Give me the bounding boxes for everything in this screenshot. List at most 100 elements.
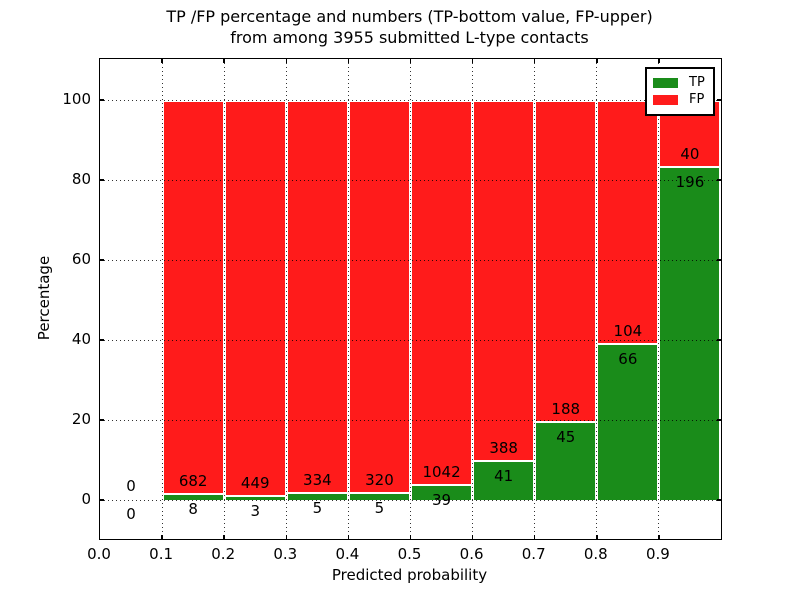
tick-mark bbox=[285, 59, 288, 63]
legend-fp-swatch-icon bbox=[653, 94, 678, 105]
bar-label-fp: 334 bbox=[303, 471, 332, 490]
gridline-y bbox=[100, 99, 721, 101]
bar-label-fp: 682 bbox=[178, 472, 208, 491]
gridline-x bbox=[658, 59, 660, 539]
gridline-y bbox=[100, 259, 721, 261]
tick-mark bbox=[717, 339, 721, 341]
bar-segment-fp bbox=[225, 102, 285, 496]
x-axis-label: Predicted probability bbox=[331, 566, 488, 584]
bar-label-fp: 1042 bbox=[422, 462, 461, 481]
bar-label-tp: 39 bbox=[432, 490, 452, 509]
bar-label-fp: 449 bbox=[240, 474, 270, 493]
bar-label-fp: 0 bbox=[126, 477, 136, 495]
legend-item-fp: FP bbox=[653, 91, 707, 108]
bar-segment-fp bbox=[474, 102, 534, 460]
legend-tp-swatch-icon bbox=[653, 77, 678, 88]
tick-mark bbox=[658, 535, 660, 539]
bar-segment-tp bbox=[287, 494, 347, 500]
bar-segment-fp bbox=[598, 102, 658, 343]
x-tick-label: 0.0 bbox=[87, 545, 111, 563]
tick-mark bbox=[717, 259, 721, 261]
tick-mark bbox=[100, 419, 104, 421]
y-tick-label: 80 bbox=[71, 170, 91, 188]
gridline-y bbox=[100, 499, 721, 501]
chart-title-line2: from among 3955 submitted L-type contact… bbox=[230, 28, 589, 47]
bar-segment-fp bbox=[287, 102, 347, 493]
bar-segment-fp bbox=[536, 102, 596, 421]
tick-mark bbox=[533, 59, 536, 63]
bar-segment-tp bbox=[163, 495, 223, 500]
bar-segment-fp bbox=[349, 102, 409, 492]
bar-label-tp: 66 bbox=[618, 349, 638, 368]
bar-label-fp: 40 bbox=[680, 144, 700, 163]
bar-label-tp: 3 bbox=[250, 502, 261, 521]
tick-mark bbox=[717, 499, 721, 501]
tick-mark bbox=[347, 59, 350, 63]
gridline-y bbox=[100, 179, 721, 181]
tick-mark bbox=[161, 59, 163, 63]
legend-item-tp: TP bbox=[653, 74, 707, 91]
tick-mark bbox=[471, 535, 474, 539]
tick-mark bbox=[223, 59, 225, 63]
y-tick-label: 0 bbox=[81, 490, 91, 508]
x-tick-label: 0.5 bbox=[397, 545, 422, 563]
tick-mark bbox=[285, 535, 288, 539]
tick-mark bbox=[717, 419, 721, 421]
tick-mark bbox=[100, 179, 104, 181]
tick-mark bbox=[100, 99, 104, 101]
x-tick-label: 0.9 bbox=[645, 545, 670, 563]
x-tick-label: 0.2 bbox=[211, 545, 236, 563]
bar-segment-tp bbox=[598, 344, 658, 500]
legend: TP FP bbox=[645, 67, 715, 116]
y-tick-label: 60 bbox=[71, 250, 91, 268]
legend-fp-label: FP bbox=[689, 92, 705, 107]
bar-segment-fp bbox=[412, 102, 472, 484]
gridline-x bbox=[223, 59, 225, 539]
bar-segment-fp bbox=[163, 102, 223, 494]
bar-label-tp: 41 bbox=[494, 466, 514, 485]
bar-segment-tp bbox=[349, 493, 409, 500]
tick-mark bbox=[596, 535, 598, 539]
tick-mark bbox=[409, 59, 412, 63]
gridline-y bbox=[100, 339, 721, 341]
chart-title-line1: TP /FP percentage and numbers (TP-bottom… bbox=[166, 7, 653, 26]
gridline-y bbox=[100, 419, 721, 421]
x-tick-label: 0.8 bbox=[583, 545, 608, 563]
x-tick-label: 0.1 bbox=[149, 545, 174, 563]
tick-mark bbox=[596, 59, 598, 63]
legend-tp-label: TP bbox=[689, 75, 705, 90]
bar-segment-tp bbox=[412, 485, 472, 500]
bar-label-tp: 5 bbox=[374, 498, 385, 517]
tick-mark bbox=[717, 179, 721, 181]
gridline-x bbox=[410, 59, 411, 539]
bar-segment-tp bbox=[474, 461, 534, 500]
x-tick-label: 0.6 bbox=[459, 545, 484, 563]
gridline-x bbox=[285, 59, 287, 539]
bar-segment-tp bbox=[536, 422, 596, 500]
bar-label-fp: 104 bbox=[613, 321, 643, 340]
bar-label-fp: 320 bbox=[365, 470, 394, 489]
tick-mark bbox=[161, 535, 163, 539]
gridline-x bbox=[347, 59, 349, 539]
gridline-x bbox=[161, 59, 163, 539]
tick-mark bbox=[223, 535, 225, 539]
tick-mark bbox=[658, 59, 660, 63]
x-tick-label: 0.7 bbox=[521, 545, 546, 563]
y-tick-label: 40 bbox=[71, 330, 91, 348]
bar-label-fp: 188 bbox=[551, 399, 581, 418]
tick-mark bbox=[347, 535, 350, 539]
bar-label-tp: 5 bbox=[312, 499, 323, 518]
tick-mark bbox=[100, 499, 104, 501]
bar-label-tp: 196 bbox=[675, 172, 705, 191]
tick-mark bbox=[533, 535, 536, 539]
y-tick-label: 100 bbox=[62, 90, 91, 108]
gridline-x bbox=[472, 59, 474, 539]
gridline-x bbox=[534, 59, 536, 539]
y-tick-label: 20 bbox=[71, 410, 91, 428]
bar-label-fp: 388 bbox=[489, 438, 518, 457]
bar-segment-tp bbox=[225, 497, 285, 500]
y-axis-label: Percentage bbox=[35, 255, 53, 341]
x-tick-label: 0.3 bbox=[273, 545, 298, 563]
bar-label-tp: 45 bbox=[556, 427, 576, 446]
